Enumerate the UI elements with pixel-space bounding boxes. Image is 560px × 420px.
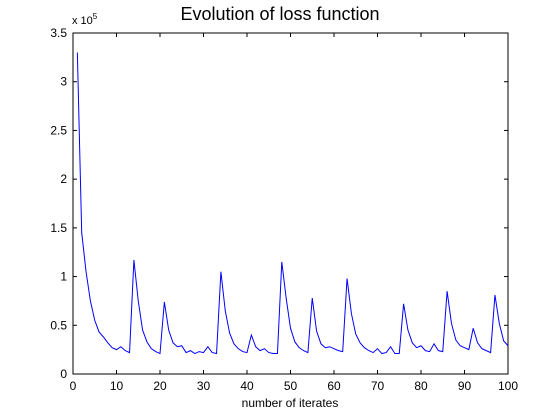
x-tick-label: 30	[197, 379, 211, 393]
x-tick-label: 100	[498, 379, 518, 393]
x-axis-label: number of iterates	[241, 396, 339, 410]
x-tick-label: 70	[371, 379, 385, 393]
y-multiplier-label: x 105	[72, 12, 98, 27]
series-group	[76, 52, 509, 355]
y-tick-label: 1	[60, 270, 67, 284]
chart-title: Evolution of loss function	[180, 4, 380, 24]
y-tick-label: 3	[60, 75, 67, 89]
x-tick-label: 10	[110, 379, 124, 393]
x-tick-label: 0	[70, 379, 77, 393]
x-tick-label: 90	[458, 379, 472, 393]
y-tick-label: 0	[60, 367, 67, 381]
x-tick-label: 60	[327, 379, 341, 393]
y-tick-label: 0.5	[50, 318, 67, 332]
x-tick-label: 80	[414, 379, 428, 393]
y-tick-label: 1.5	[50, 221, 67, 235]
y-tick-label: 2.5	[50, 123, 67, 137]
x-tick-label: 40	[240, 379, 254, 393]
x-tick-label: 20	[153, 379, 167, 393]
axes-frame	[72, 32, 509, 375]
axis-ticks: 0 10 20 30 40 50 60 70 80 90 100 0 0.5 1 1.5 2 2.5 3 3.5	[50, 26, 518, 393]
series-line	[76, 52, 509, 355]
y-multiplier-exponent: 5	[93, 12, 98, 21]
axes-box	[72, 32, 509, 375]
y-tick-label: 3.5	[50, 26, 67, 40]
y-tick-label: 2	[60, 172, 67, 186]
x-tick-label: 50	[284, 379, 298, 393]
